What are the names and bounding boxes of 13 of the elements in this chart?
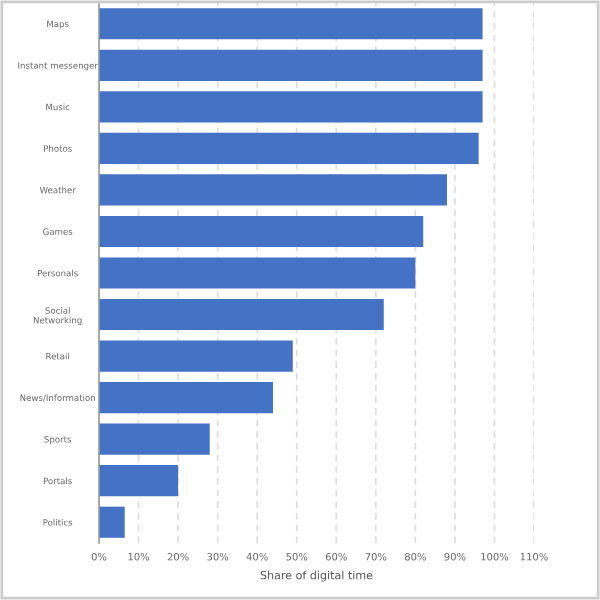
bar [99, 215, 424, 248]
bar [99, 382, 273, 414]
bar [99, 91, 483, 123]
bar [99, 506, 125, 538]
bar [99, 298, 384, 331]
bar [99, 174, 447, 206]
bar [99, 340, 293, 372]
bar [99, 257, 416, 289]
bar [99, 8, 483, 40]
bar [99, 132, 479, 164]
bar [99, 49, 483, 81]
bar [99, 465, 179, 497]
bar [99, 423, 210, 455]
